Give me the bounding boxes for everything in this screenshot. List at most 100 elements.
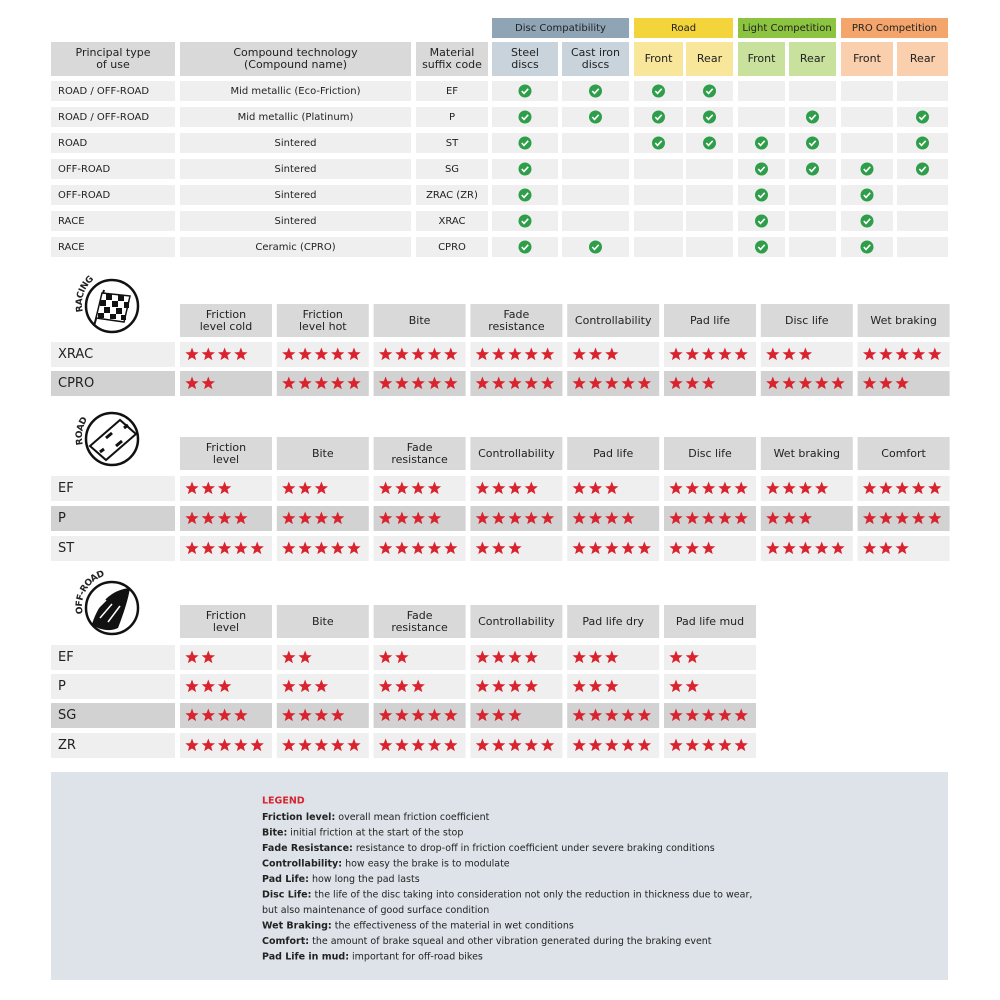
star [911,347,926,361]
row-cell [562,211,629,231]
star [621,541,635,555]
star [282,541,296,555]
check-mark [860,214,874,228]
star [540,738,555,752]
star [701,708,716,722]
star [718,481,732,495]
check-mark [806,136,819,150]
criteria-header-cell [180,304,272,337]
star [540,347,555,361]
check-circle [518,84,532,98]
star-rating [572,650,619,664]
criteria-header-cell [664,304,756,337]
row-cell [416,159,488,179]
star-rating [282,738,361,752]
check-circle [755,188,768,202]
criteria-header: Disc life [785,314,829,327]
check-circle [755,162,768,176]
star [928,511,942,525]
header-cell [416,42,488,76]
star [588,376,603,390]
check-tick [757,140,766,147]
star [492,347,506,361]
star [201,650,215,664]
check-circle [518,162,532,176]
row-cell [897,237,948,257]
star [378,541,393,555]
check-circle [589,84,602,98]
racing-icon [84,278,140,334]
star [685,541,699,555]
star [444,541,458,555]
suffix-code: EF [446,86,458,97]
star [282,679,296,693]
star [588,511,603,525]
star [508,541,522,555]
legend-item: Pad Life: how long the pad lasts [262,874,420,885]
row-label-cell [51,506,175,531]
star-rating [378,376,458,390]
star [185,738,199,752]
star [475,541,490,555]
star [201,708,215,722]
row-cell [841,81,893,101]
row-cell [51,81,175,101]
check-tick [863,218,871,225]
check-mark [652,136,665,150]
check-mark [703,84,716,98]
check-mark [755,188,768,202]
criteria-header-cell [276,605,369,638]
criteria-header: Controllability [478,615,555,628]
star [685,679,699,693]
legend-text: the effectiveness of the material in wet… [332,920,574,931]
star [331,708,345,722]
row-cell [634,159,683,179]
legend-item: Controllability: how easy the brake is t… [262,858,510,869]
star [444,347,458,361]
star [185,347,199,361]
row-cell [789,81,836,101]
column-header: Cast iron [571,46,620,59]
criteria-header: Comfort [881,447,926,460]
header-cell [51,42,175,76]
check-tick [521,140,529,147]
star [492,679,506,693]
check-tick [705,114,714,121]
check-tick [654,114,663,121]
star [395,347,409,361]
compound-name: Ceramic (CPRO) [255,242,335,253]
star [879,481,893,495]
check-circle [703,84,716,98]
check-mark [589,240,602,254]
criteria-header: Bite [409,314,431,327]
star-rating [572,708,652,722]
star [217,708,232,722]
check-mark [806,110,819,124]
check-tick [808,114,817,121]
row-cell [180,159,411,179]
star [669,708,683,722]
star [492,738,506,752]
star [282,708,296,722]
star [282,481,296,495]
check-circle [589,110,602,124]
check-mark [755,162,768,176]
check-circle [755,136,768,150]
star [701,511,716,525]
star-rating [185,541,264,555]
star-rating [862,511,942,525]
star [234,511,248,525]
star [524,650,538,664]
row-cell [789,237,836,257]
star [331,738,345,752]
star [572,541,586,555]
row-cell [897,185,948,205]
star-rating [185,738,264,752]
star [782,511,796,525]
star [895,541,909,555]
criteria-header-cell [857,304,950,337]
star [508,347,522,361]
star [185,481,199,495]
star [572,347,586,361]
row-cell [180,211,411,231]
